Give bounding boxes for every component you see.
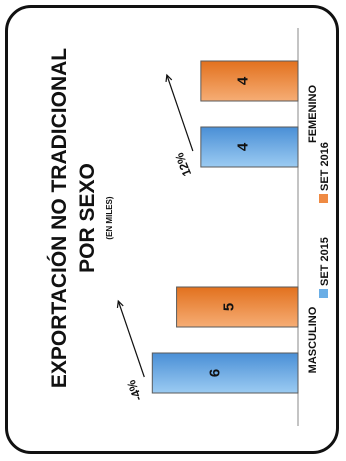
chart-title: EXPORTACIÓN NO TRADICIONAL bbox=[47, 48, 71, 388]
data-label-femenino-set-2016: 4 bbox=[235, 76, 252, 85]
legend-label-set-2015: SET 2015 bbox=[319, 237, 331, 286]
change-annotation-masculino: -4% bbox=[124, 378, 145, 403]
change-arrowhead-masculino bbox=[116, 299, 124, 309]
data-label-masculino-set-2016: 5 bbox=[221, 303, 238, 311]
bar-masculino-set-2015 bbox=[151, 352, 299, 394]
chart-svg: 6 5 MASCULINO -4% 4 4 FEMENINO 12% EXPORTACIÓN … bbox=[47, 28, 331, 426]
change-annotation-femenino: 12% bbox=[172, 150, 194, 178]
data-label-femenino-set-2015: 4 bbox=[235, 142, 252, 151]
category-label-femenino: FEMENINO bbox=[307, 85, 319, 144]
change-arrow-masculino bbox=[117, 300, 145, 378]
change-arrow-femenino bbox=[166, 74, 194, 152]
bar-femenino-set-2016 bbox=[200, 60, 299, 102]
bar-femenino-set-2015 bbox=[200, 126, 299, 168]
legend-swatch-set-2016 bbox=[319, 194, 328, 203]
chart-card: 6 5 MASCULINO -4% 4 4 FEMENINO 12% EXPORTACIÓN … bbox=[5, 5, 339, 454]
data-label-masculino-set-2015: 6 bbox=[206, 369, 223, 377]
chart-subtitle: (EN MILES) bbox=[105, 196, 114, 239]
category-label-masculino: MASCULINO bbox=[307, 306, 319, 373]
legend: SET 2015 SET 2016 bbox=[319, 142, 331, 298]
bar-masculino-set-2016 bbox=[176, 286, 299, 328]
legend-label-set-2016: SET 2016 bbox=[319, 142, 331, 191]
legend-swatch-set-2015 bbox=[319, 289, 328, 298]
chart-title-line2: POR SEXO bbox=[76, 163, 99, 273]
change-arrowhead-femenino bbox=[165, 73, 173, 83]
